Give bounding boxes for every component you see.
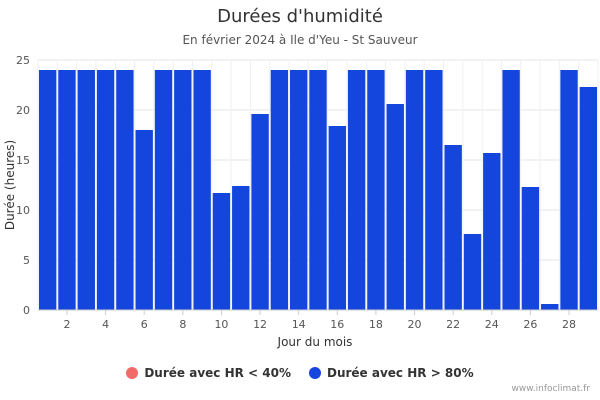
bar-day-17[interactable] [347,70,366,310]
bar-day-8[interactable] [174,70,192,310]
y-tick-label: 25 [16,54,30,67]
bar-day-12[interactable] [251,114,269,310]
chart-title: Durées d'humidité [217,6,383,27]
bar-day-25[interactable] [502,70,520,310]
y-axis: 0 5 10 15 20 25 [16,54,30,317]
bar-day-14[interactable] [290,70,308,310]
legend: Durée avec HR < 40% Durée avec HR > 80% [0,366,600,380]
x-tick-label: 12 [253,318,267,331]
x-tick-label: 4 [102,318,109,331]
legend-label: Durée avec HR > 80% [327,366,474,380]
x-tick-label: 18 [369,318,383,331]
x-tick-label: 26 [523,318,537,331]
bar-day-9[interactable] [193,70,211,310]
bar-day-5[interactable] [116,70,134,310]
bar-day-26[interactable] [521,187,540,310]
legend-marker-icon [126,367,139,379]
legend-item-hr-high[interactable]: Durée avec HR > 80% [309,366,474,380]
bar-day-10[interactable] [212,193,231,310]
x-tick-label: 16 [330,318,344,331]
y-axis-label: Durée (heures) [3,140,17,230]
bar-day-22[interactable] [444,145,462,310]
bar-day-15[interactable] [309,70,327,310]
x-tick-label: 6 [141,318,148,331]
legend-item-hr-low[interactable]: Durée avec HR < 40% [126,366,291,380]
y-tick-label: 15 [16,154,30,167]
bar-day-13[interactable] [270,70,289,310]
bar-day-2[interactable] [58,70,76,310]
legend-label: Durée avec HR < 40% [144,366,291,380]
bar-day-27[interactable] [541,304,559,310]
x-tick-label: 8 [179,318,186,331]
bar-day-1[interactable] [38,70,57,310]
x-tick-label: 28 [562,318,576,331]
x-tick-label: 22 [446,318,460,331]
bar-day-3[interactable] [77,70,95,310]
y-tick-label: 0 [23,304,30,317]
bar-day-24[interactable] [483,153,501,310]
bar-day-6[interactable] [135,130,153,310]
x-tick-label: 20 [408,318,422,331]
bar-day-16[interactable] [328,126,346,310]
x-axis-label: Jour du mois [277,335,353,349]
x-tick-label: 24 [485,318,499,331]
bar-day-18[interactable] [367,70,385,310]
bar-day-19[interactable] [386,104,404,310]
bar-day-7[interactable] [154,70,173,310]
y-tick-label: 20 [16,104,30,117]
bar-day-23[interactable] [463,234,482,310]
bar-day-29[interactable] [579,87,598,310]
bar-day-4[interactable] [96,70,115,310]
y-tick-label: 10 [16,204,30,217]
bar-day-28[interactable] [560,70,578,310]
chart-subtitle: En février 2024 à Ile d'Yeu - St Sauveur [182,33,418,47]
x-tick-label: 2 [63,318,70,331]
credit-link[interactable]: www.infoclimat.fr [511,384,591,394]
bar-day-20[interactable] [405,70,424,310]
legend-marker-icon [309,367,321,379]
y-tick-label: 5 [23,254,30,267]
bar-day-11[interactable] [232,186,250,310]
bars-series [38,70,598,310]
x-tick-label: 10 [214,318,228,331]
bar-day-21[interactable] [425,70,443,310]
x-axis: 2 4 6 8 10 12 14 16 18 20 22 24 26 28 [38,309,598,331]
x-tick-label: 14 [292,318,306,331]
